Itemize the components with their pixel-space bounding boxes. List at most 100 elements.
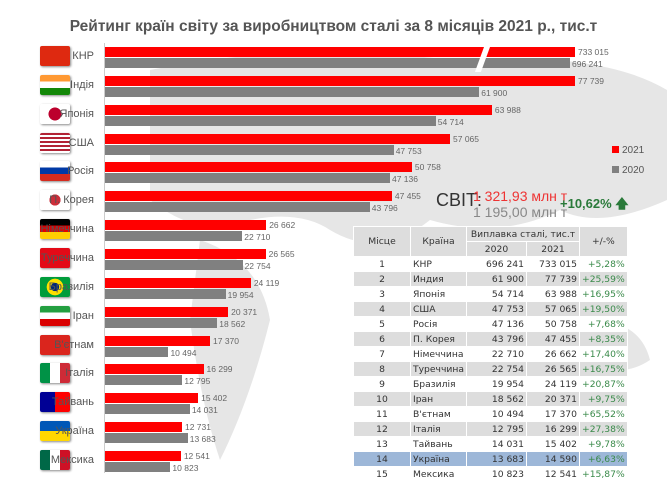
bar-2021 [105,220,267,231]
data-label-2020: 14 031 [191,405,218,416]
bar-2021 [105,133,450,144]
cell-change: +5,28% [579,256,628,272]
cell-change: +25,59% [579,271,628,287]
cell-country: Бразилія [410,376,467,392]
cell-change: +17,40% [579,346,628,362]
legend-swatch [612,166,619,173]
world-2020-value: 1 195,00 млн т [473,204,568,220]
legend-label: 2021 [622,145,645,156]
data-label-2020: 47 753 [395,145,422,156]
table-row: 5 Росія 47 136 50 758 +7,68% [353,316,628,332]
bar-2021 [105,422,182,433]
bar-2021 [105,75,575,86]
bar-2020 [105,288,226,299]
cell-change: +16,75% [579,361,628,377]
cell-place: 3 [353,286,411,302]
cell-change: +27,38% [579,421,628,437]
iran-flag-icon [40,305,70,326]
cell-place: 8 [353,361,411,377]
data-label-2021: 24 119 [253,277,280,288]
cell-value-2020: 43 796 [466,331,527,347]
germany-flag-icon [40,219,70,240]
cell-country: П. Корея [410,331,467,347]
cell-country: КНР [410,256,467,272]
bar-2020 [105,115,436,126]
arrow-up-icon: 🡅 [611,196,629,211]
table-row: 13 Тайвань 14 031 15 402 +9,78% [353,436,628,452]
world-change: +10,62% 🡅 [560,195,629,217]
cell-value-2020: 19 954 [466,376,527,392]
world-change-value: +10,62% [560,196,612,211]
cell-value-2020: 14 031 [466,436,527,452]
category-label: Німеччина [40,223,94,236]
data-label-2020: 22 710 [244,232,271,243]
data-label-2021: 77 739 [578,75,604,86]
usa-flag-icon [40,132,70,153]
cell-country: Индия [410,271,467,287]
cell-value-2021: 26 565 [526,361,580,377]
korea-flag-icon [40,190,70,211]
data-label-2021: 12 541 [183,451,210,462]
legend-swatch [612,146,619,153]
cell-place: 5 [353,316,411,332]
legend-item-2020: 2020 [612,165,644,176]
legend-label: 2020 [622,165,645,176]
cell-value-2021: 47 455 [526,331,580,347]
bar-2021 [105,191,392,202]
cell-value-2021: 12 541 [526,466,580,482]
cell-value-2020: 18 562 [466,391,527,407]
data-label-2020: 10 494 [170,347,197,358]
cell-country: Мексика [410,466,467,482]
bar-2021 [105,162,412,173]
table-row: 10 Іран 18 562 20 371 +9,75% [353,391,628,407]
bar-2020 [105,58,570,68]
category-label: Італія [65,367,94,380]
bar-2021 [105,277,251,288]
cell-change: +7,68% [579,316,628,332]
cell-place: 9 [353,376,411,392]
cell-value-2020: 10 823 [466,466,527,482]
brazil-flag-icon [40,276,70,297]
cell-place: 11 [353,406,411,422]
cell-change: +8,35% [579,331,628,347]
category-label: США [68,136,94,149]
italy-flag-icon [40,363,70,384]
data-label-2020: 43 796 [371,203,398,214]
cell-change: +20,87% [579,376,628,392]
table-row: 4 США 47 753 57 065 +19,50% [353,301,628,317]
cell-value-2020: 696 241 [466,256,527,272]
cell-value-2021: 63 988 [526,286,580,302]
india-flag-icon [40,74,70,95]
bar-2020 [105,433,188,444]
cell-place: 15 [353,466,411,482]
table-row: 8 Туреччина 22 754 26 565 +16,75% [353,361,628,377]
bar-2020 [105,346,169,357]
data-label-2021: 20 371 [231,306,258,317]
data-label-2020: 696 241 [572,59,603,69]
ukraine-flag-icon [40,421,70,442]
bar-2021 [105,451,181,462]
header-production: Виплавка сталі, тис.т [466,226,580,242]
data-label-2021: 63 988 [494,104,521,115]
cell-place: 14 [353,451,411,467]
cell-country: Тайвань [410,436,467,452]
bar-2020 [105,202,370,213]
table-row: 3 Японія 54 714 63 988 +16,95% [353,286,628,302]
data-label-2021: 15 402 [201,393,228,404]
data-label-2020: 61 900 [481,87,508,98]
japan-flag-icon [40,103,70,124]
bar-2021 [105,47,575,57]
data-label-2021: 16 299 [206,364,233,375]
bar-2020 [105,462,171,473]
table-row: 15 Мексика 10 823 12 541 +15,87% [353,466,628,482]
data-label-2021: 57 065 [453,133,479,144]
category-label: КНР [72,50,94,62]
cell-place: 13 [353,436,411,452]
bar-2020 [105,144,394,155]
table-row: 7 Німеччина 22 710 26 662 +17,40% [353,346,628,362]
table-row: 14 Україна 13 683 14 590 +6,63% [353,451,628,467]
cell-country: Росія [410,316,467,332]
cell-change: +9,75% [579,391,628,407]
bar-2021 [105,104,492,115]
cell-value-2021: 77 739 [526,271,580,287]
